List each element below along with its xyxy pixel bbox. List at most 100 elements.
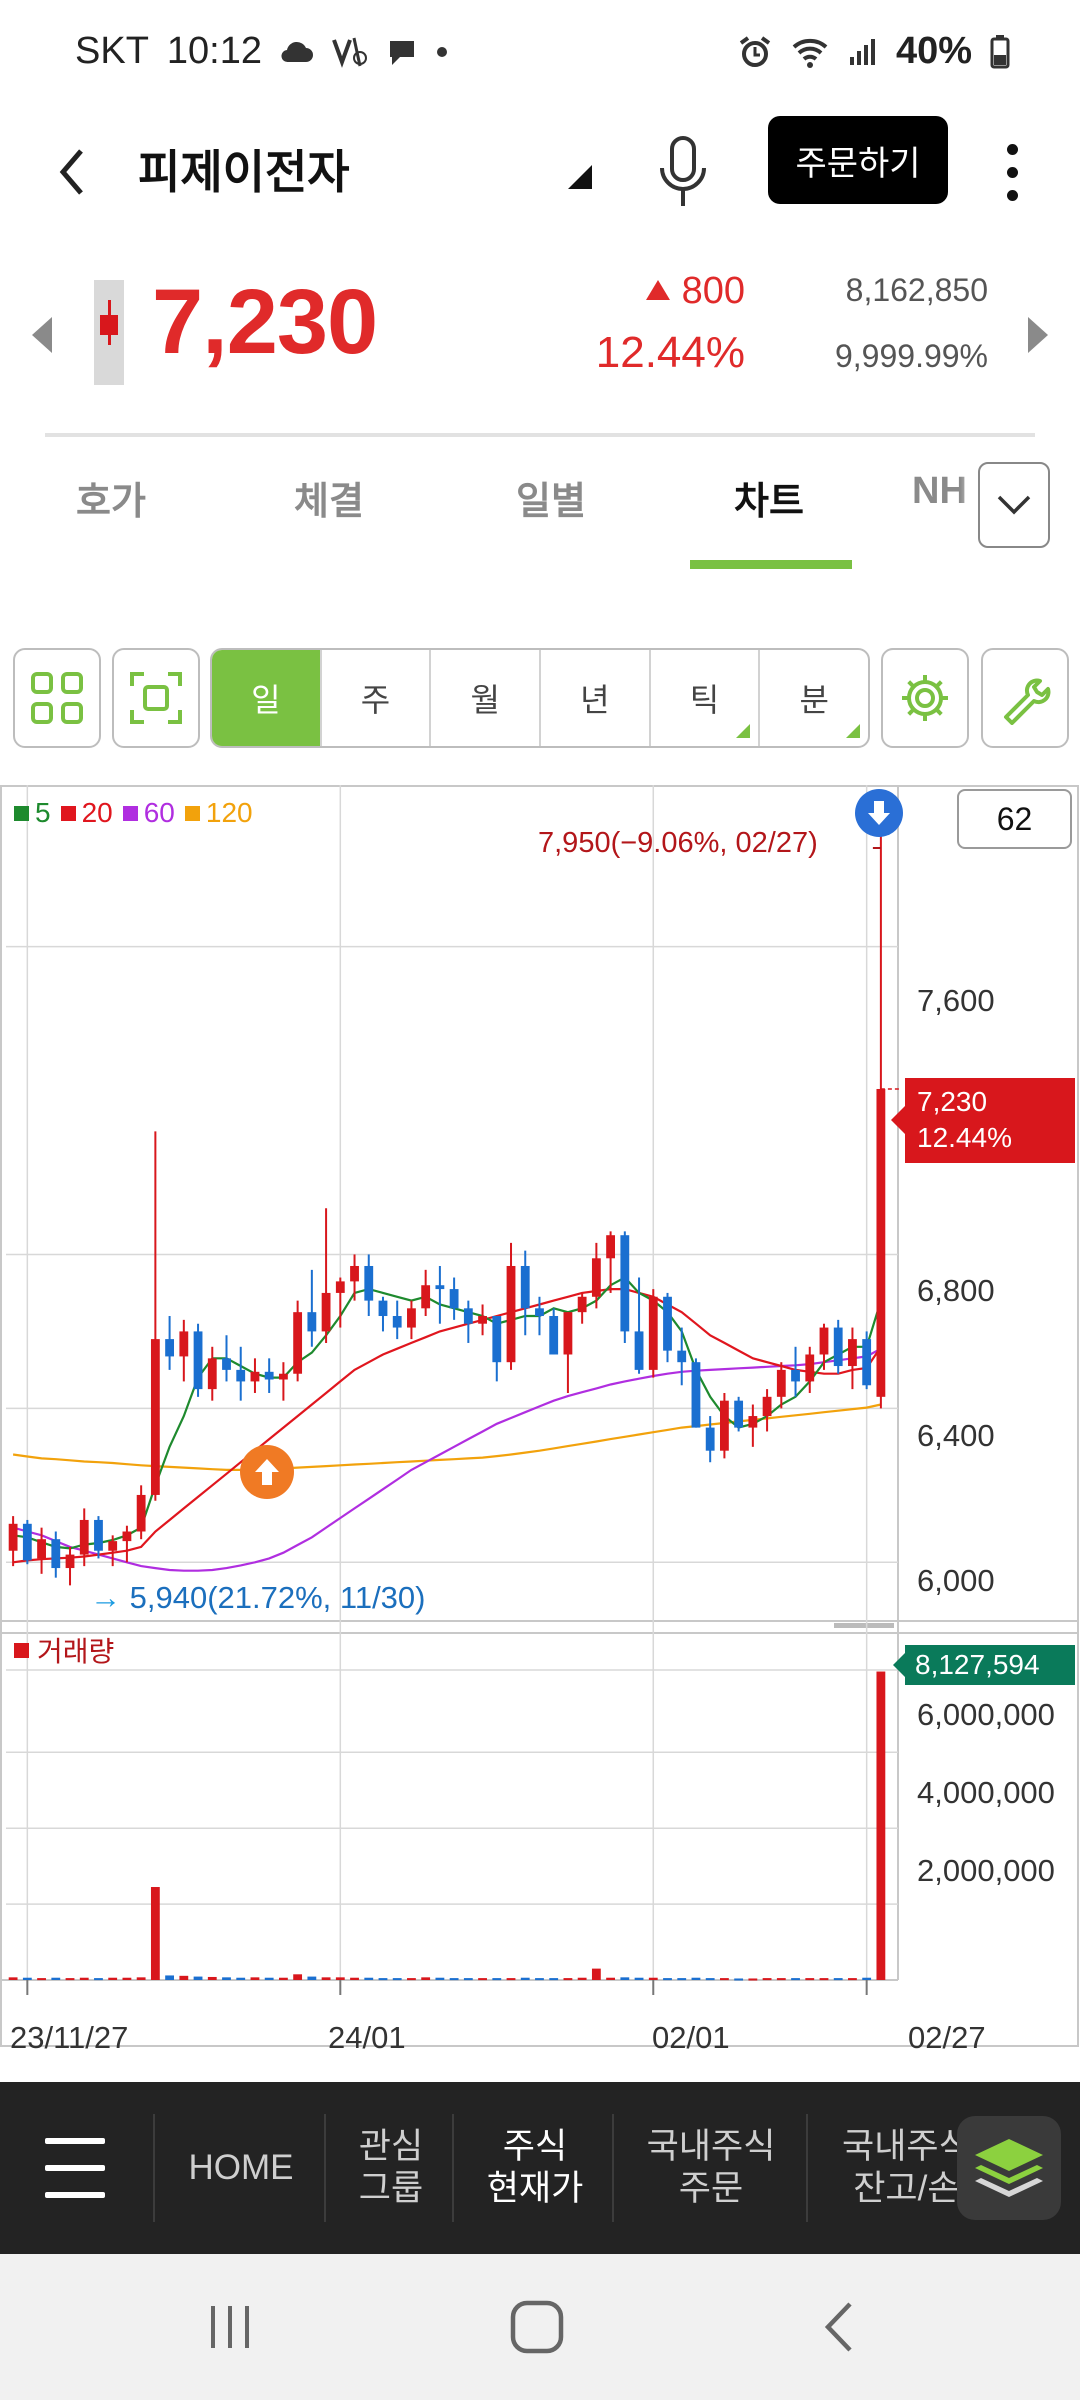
wrench-icon [1004,678,1051,725]
volume-bar [79,1977,89,1980]
ma20-label: 20 [81,797,113,828]
more-vertical-icon [1006,143,1018,155]
tab-expand-button[interactable] [978,462,1050,548]
change-amount: 800 [600,270,745,313]
volume-bar [577,1977,587,1980]
volume-bar [108,1977,118,1980]
change-amount-value: 800 [681,270,745,312]
stock-dropdown-icon[interactable] [568,165,592,189]
volume-bar [51,1977,61,1980]
nav-domestic-order[interactable]: 국내주식 주문 [646,2127,776,2208]
period-day[interactable]: 일 [212,650,322,746]
layout-button[interactable] [13,648,101,748]
volume-bar [776,1978,786,1981]
stock-name[interactable]: 피제이전자 [138,146,350,198]
candle-body [549,1316,559,1355]
nav-domestic-balance[interactable]: 국내주식 잔고/손 [842,2127,971,2208]
candle-body [748,1416,758,1428]
candle-body [620,1235,630,1332]
current-price-tag-pct: 12.44% [917,1122,1012,1153]
volume-bar [449,1978,459,1981]
period-tick[interactable]: 틱 [651,650,761,746]
volume-tick: 6,000,000 [917,1697,1055,1732]
ma20-line [12,1288,882,1564]
back-icon[interactable] [820,2300,860,2354]
candle-body [492,1316,502,1363]
candle-body [791,1369,800,1382]
period-week[interactable]: 주 [322,650,432,746]
candle-count-box[interactable]: 62 [957,789,1072,849]
volume-bar [663,1978,672,1981]
candle-body [278,1373,288,1380]
tab-trades[interactable]: 체결 [294,481,364,523]
price-tick: 7,600 [917,983,995,1018]
nav-home[interactable]: HOME [188,2148,294,2187]
volume-bar [819,1978,829,1981]
hamburger-menu-icon[interactable] [45,2138,105,2198]
volume-bar [293,1974,303,1980]
home-icon[interactable] [508,2298,566,2356]
candle-body [293,1312,303,1374]
volume-bar [136,1977,146,1980]
tab-orderbook[interactable]: 호가 [76,481,146,523]
candle-body [350,1265,359,1282]
order-button[interactable]: 주문하기 [768,116,948,204]
candle-body [136,1494,146,1532]
chart-tools-button[interactable] [981,648,1069,748]
period-minute[interactable]: 분 [760,650,868,746]
recent-apps-icon[interactable] [205,2302,255,2352]
period-year[interactable]: 년 [541,650,651,746]
tab-fade [960,462,980,548]
tab-daily[interactable]: 일별 [516,481,586,523]
next-stock-icon[interactable] [1028,317,1048,353]
chat-icon [390,40,414,65]
ma20-legend: 20 [60,797,113,829]
back-button[interactable] [42,132,102,212]
prev-stock-icon[interactable] [32,317,52,353]
system-nav-bar [0,2254,1080,2400]
volume-bar [278,1977,288,1980]
period-tick-label: 틱 [689,682,720,718]
candle-body [591,1258,601,1297]
ma60-line [12,1347,882,1572]
arrow-down-icon [868,801,890,825]
volume-bar [677,1978,687,1981]
nav-separator [324,2114,326,2222]
chevron-down-icon [997,495,1031,515]
date-tick: 24/01 [328,2020,406,2055]
mic-icon [660,136,706,206]
candle-body [563,1312,573,1355]
nav-watchlist[interactable]: 관심 그룹 [358,2127,424,2208]
tab-chart[interactable]: 차트 [734,481,804,523]
volume-bar [193,1976,203,1980]
tab-nh[interactable]: NH [912,470,967,512]
trade-volume: 8,162,850 [845,272,988,308]
period-month[interactable]: 월 [431,650,542,746]
battery-icon [990,34,1010,68]
candle-body [179,1331,189,1357]
chart-settings-button[interactable] [881,648,969,748]
more-options-button[interactable] [990,128,1034,216]
candle-body [819,1327,829,1355]
period-selector: 일 주 월 년 틱 분 [210,648,870,748]
layers-icon [975,2139,1043,2197]
stock-chart[interactable]: 5 20 60 120 62 7,950(−9.06%, 02/27) → 5,… [0,785,1080,2070]
volume-bar [876,1671,886,1980]
nav-current-price[interactable]: 주식 현재가 [486,2127,584,2208]
period-month-label: 월 [470,682,500,718]
nav-separator [452,2114,454,2222]
price-tick: 6,400 [917,1418,995,1453]
candle-body [577,1296,587,1313]
volume-bar [150,1887,160,1980]
chart-canvas[interactable] [0,785,1080,2070]
ma120-legend: 120 [184,797,253,829]
voice-search-button[interactable] [648,128,718,216]
volume-bar [520,1977,530,1980]
fullscreen-button[interactable] [112,648,200,748]
volume-bar [94,1978,103,1981]
volume-bar [65,1978,75,1981]
candle-body [634,1331,644,1370]
fullscreen-icon [130,672,182,724]
mini-candle-icon [94,280,124,385]
layers-button[interactable] [957,2116,1061,2220]
